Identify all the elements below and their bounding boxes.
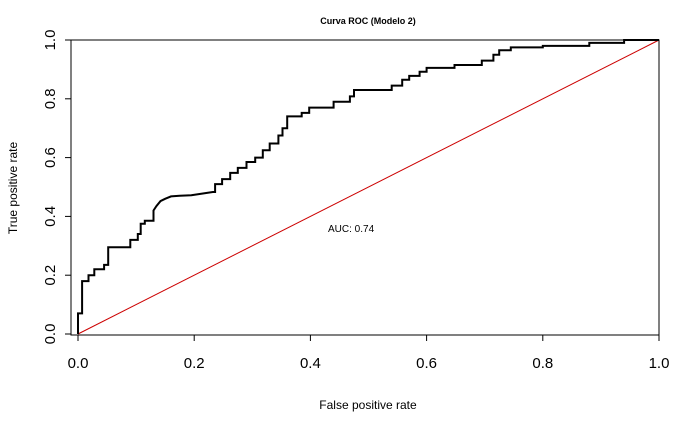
y-tick-label: 0.0 [42, 324, 59, 345]
x-axis-label: False positive rate [319, 398, 417, 412]
x-tick-label: 0.0 [68, 355, 89, 372]
roc-curve-line [77, 39, 659, 334]
x-tick-label: 0.4 [300, 355, 321, 372]
y-tick-label: 0.4 [42, 206, 59, 227]
x-axis: 0.0 0.2 0.4 0.6 0.8 1.0 [68, 334, 670, 372]
chart-title: Curva ROC (Modelo 2) [320, 16, 416, 26]
y-tick-label: 0.6 [42, 147, 59, 168]
x-tick-label: 1.0 [649, 355, 670, 372]
x-tick-label: 0.8 [532, 355, 553, 372]
y-tick-label: 0.8 [42, 88, 59, 109]
y-tick-label: 0.2 [42, 265, 59, 286]
y-tick-label: 1.0 [42, 30, 59, 51]
auc-annotation: AUC: 0.74 [328, 224, 375, 235]
x-tick-label: 0.2 [184, 355, 205, 372]
y-axis: 0.0 0.2 0.4 0.6 0.8 1.0 [42, 30, 72, 345]
y-axis-label: True positive rate [6, 142, 20, 235]
x-tick-label: 0.6 [416, 355, 437, 372]
reference-diagonal-line [77, 39, 660, 335]
